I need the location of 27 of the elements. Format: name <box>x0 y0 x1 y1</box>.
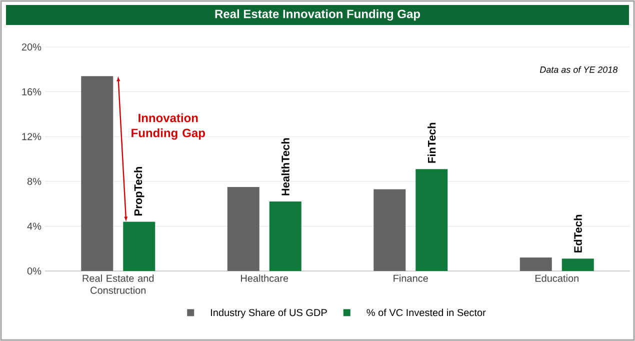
y-tick-label: 16% <box>22 88 42 96</box>
y-tick-label: 8% <box>27 178 42 185</box>
y-tick-label: 12% <box>22 133 42 140</box>
y-tick-label: 4% <box>27 222 42 230</box>
annotation: Data as of YE 2018 <box>540 66 618 73</box>
annotation: FinTech <box>428 122 436 163</box>
y-tick-label: 20% <box>22 43 42 51</box>
legend-label: % of VC Invested in Sector <box>366 308 486 316</box>
bar <box>227 187 260 271</box>
bar <box>123 222 156 271</box>
y-tick-label: 0% <box>27 267 42 275</box>
legend-label: Industry Share of US GDP <box>211 308 327 318</box>
bar <box>81 76 114 271</box>
x-tick-label: Real Estate and Construction <box>82 274 154 294</box>
bar <box>416 169 448 271</box>
x-tick-label: Education <box>535 274 578 282</box>
bar <box>562 258 594 271</box>
annotation: Innovation Funding Gap <box>132 113 205 140</box>
bar <box>269 202 302 271</box>
x-tick-label: Finance <box>394 274 428 282</box>
annotation: HealthTech <box>281 138 290 196</box>
x-tick-label: Healthcare <box>241 274 288 282</box>
annotation: PropTech <box>134 166 144 216</box>
annotation: EdTech <box>574 214 582 252</box>
bar <box>520 258 552 271</box>
bar <box>374 189 406 271</box>
chart-title: Real Estate Innovation Funding Gap <box>215 9 420 21</box>
